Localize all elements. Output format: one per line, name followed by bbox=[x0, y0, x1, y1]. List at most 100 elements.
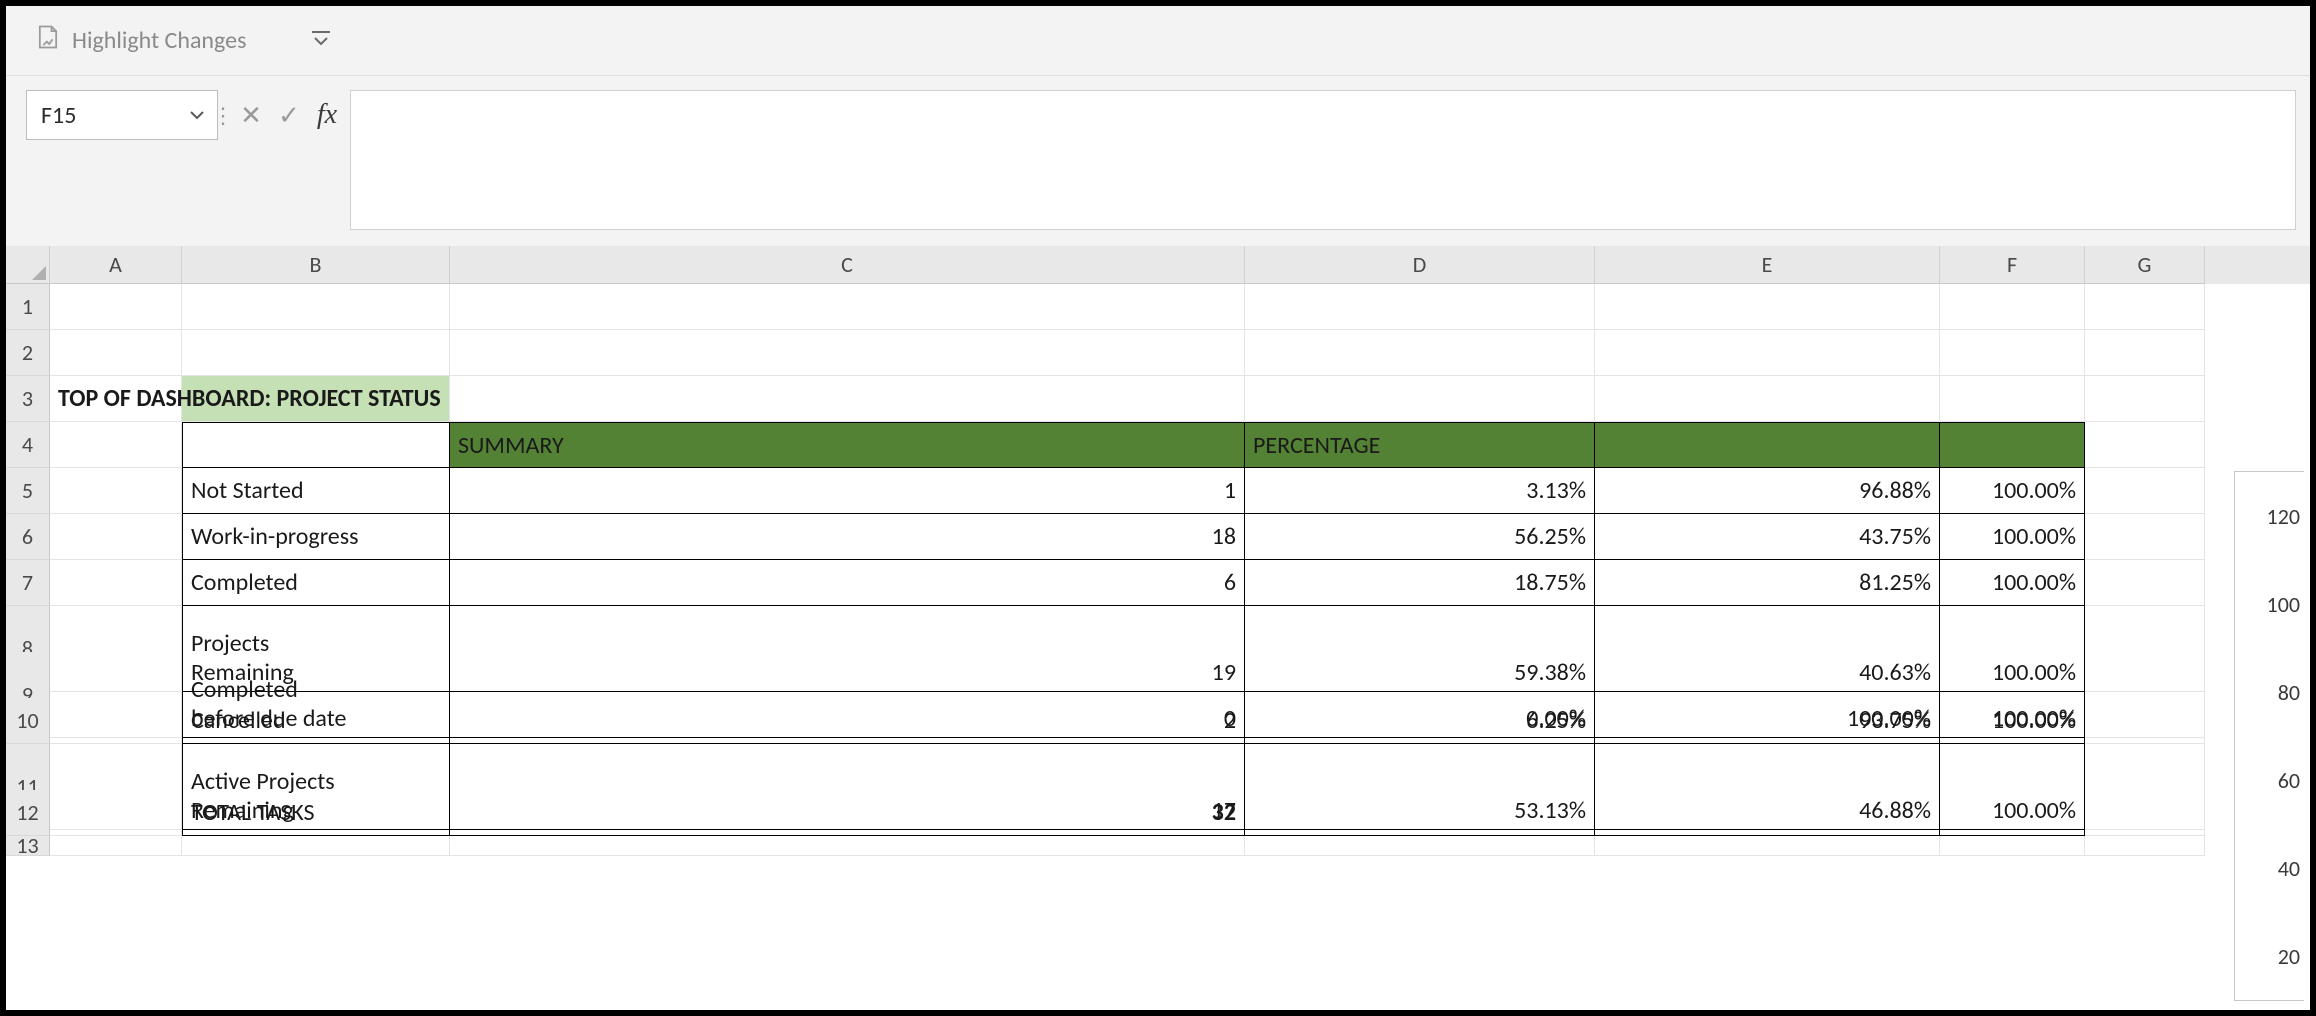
highlight-changes-button[interactable]: Highlight Changes bbox=[34, 23, 246, 58]
status-label[interactable]: Cancelled bbox=[182, 698, 450, 744]
cell-E4[interactable] bbox=[1595, 422, 1940, 468]
row-header[interactable]: 1 bbox=[6, 284, 50, 330]
cell-A3[interactable]: TOP OF DASHBOARD: PROJECT STATUS bbox=[50, 376, 182, 422]
cell[interactable] bbox=[450, 836, 1245, 856]
row-header[interactable]: 3 bbox=[6, 376, 50, 422]
cell-B4[interactable] bbox=[182, 422, 450, 468]
cell[interactable] bbox=[2085, 698, 2205, 744]
row-header[interactable]: 2 bbox=[6, 330, 50, 376]
cell[interactable] bbox=[1245, 284, 1595, 330]
cell[interactable] bbox=[1940, 284, 2085, 330]
row-header[interactable]: 13 bbox=[6, 836, 50, 856]
cell[interactable] bbox=[50, 560, 182, 606]
cell[interactable] bbox=[2085, 468, 2205, 514]
cell-C4[interactable]: SUMMARY bbox=[450, 422, 1245, 468]
status-tot[interactable]: 100.00% bbox=[1940, 560, 2085, 606]
cell[interactable] bbox=[2085, 790, 2205, 836]
cell[interactable] bbox=[50, 790, 182, 836]
cell[interactable] bbox=[1940, 330, 2085, 376]
cell[interactable] bbox=[1595, 330, 1940, 376]
status-pct[interactable]: 6.25% bbox=[1245, 698, 1595, 744]
accept-formula-button[interactable]: ✓ bbox=[272, 94, 306, 136]
row-header[interactable]: 5 bbox=[6, 468, 50, 514]
status-pct[interactable]: 18.75% bbox=[1245, 560, 1595, 606]
col-header-D[interactable]: D bbox=[1245, 246, 1595, 284]
cell-F4[interactable] bbox=[1940, 422, 2085, 468]
cell[interactable] bbox=[1245, 836, 1595, 856]
status-rem[interactable]: 43.75% bbox=[1595, 514, 1940, 560]
status-tot[interactable]: 100.00% bbox=[1940, 514, 2085, 560]
chart-axis-fragment: 12010080604020 bbox=[2234, 471, 2304, 1001]
cell[interactable] bbox=[2085, 376, 2205, 422]
cell[interactable] bbox=[1245, 330, 1595, 376]
formula-input[interactable] bbox=[350, 90, 2296, 230]
cell[interactable] bbox=[50, 468, 182, 514]
cell[interactable] bbox=[1595, 284, 1940, 330]
cell[interactable] bbox=[1595, 836, 1940, 856]
cell[interactable] bbox=[1245, 790, 1595, 836]
cell[interactable] bbox=[50, 330, 182, 376]
cell[interactable] bbox=[450, 376, 1245, 422]
name-box-dropdown[interactable] bbox=[189, 104, 205, 126]
col-header-F[interactable]: F bbox=[1940, 246, 2085, 284]
cell[interactable] bbox=[2085, 514, 2205, 560]
total-count[interactable]: 32 bbox=[450, 790, 1245, 836]
status-label[interactable]: Not Started bbox=[182, 468, 450, 514]
name-box[interactable]: F15 bbox=[26, 90, 218, 140]
cell[interactable] bbox=[1595, 790, 1940, 836]
status-pct[interactable]: 56.25% bbox=[1245, 514, 1595, 560]
status-tot[interactable]: 100.00% bbox=[1940, 698, 2085, 744]
cell[interactable] bbox=[2085, 284, 2205, 330]
status-pct[interactable]: 3.13% bbox=[1245, 468, 1595, 514]
formula-separator: ⋮ bbox=[218, 90, 228, 140]
row-header[interactable]: 4 bbox=[6, 422, 50, 468]
col-header-G[interactable]: G bbox=[2085, 246, 2205, 284]
select-all-button[interactable] bbox=[6, 246, 50, 284]
status-label[interactable]: Work-in-progress bbox=[182, 514, 450, 560]
cell[interactable] bbox=[50, 698, 182, 744]
cell-D4[interactable]: PERCENTAGE bbox=[1245, 422, 1595, 468]
status-count[interactable]: 2 bbox=[450, 698, 1245, 744]
status-label[interactable]: Completed bbox=[182, 560, 450, 606]
status-count[interactable]: 6 bbox=[450, 560, 1245, 606]
formula-bar-row: F15 ⋮ ✕ ✓ fx bbox=[6, 76, 2310, 246]
row-header[interactable]: 7 bbox=[6, 560, 50, 606]
row-header[interactable]: 12 bbox=[6, 790, 50, 836]
status-rem[interactable]: 93.75% bbox=[1595, 698, 1940, 744]
status-tot[interactable]: 100.00% bbox=[1940, 468, 2085, 514]
col-header-C[interactable]: C bbox=[450, 246, 1245, 284]
cell-G4[interactable] bbox=[2085, 422, 2205, 468]
status-count[interactable]: 18 bbox=[450, 514, 1245, 560]
cell[interactable] bbox=[50, 836, 182, 856]
cell[interactable] bbox=[2085, 560, 2205, 606]
cell[interactable] bbox=[1595, 376, 1940, 422]
cell[interactable] bbox=[2085, 330, 2205, 376]
cell[interactable] bbox=[450, 284, 1245, 330]
status-rem[interactable]: 96.88% bbox=[1595, 468, 1940, 514]
cancel-formula-button[interactable]: ✕ bbox=[234, 94, 268, 136]
insert-function-button[interactable]: fx bbox=[310, 94, 344, 136]
cell-A4[interactable] bbox=[50, 422, 182, 468]
cell[interactable] bbox=[182, 330, 450, 376]
status-rem[interactable]: 81.25% bbox=[1595, 560, 1940, 606]
cell[interactable] bbox=[1940, 376, 2085, 422]
cell[interactable] bbox=[1940, 790, 2085, 836]
col-header-E[interactable]: E bbox=[1595, 246, 1940, 284]
cell[interactable] bbox=[450, 330, 1245, 376]
status-count[interactable]: 1 bbox=[450, 468, 1245, 514]
total-label[interactable]: TOTAL TASKS bbox=[182, 790, 450, 836]
row-header[interactable]: 10 bbox=[6, 698, 50, 744]
cell[interactable] bbox=[50, 514, 182, 560]
cell[interactable] bbox=[182, 836, 450, 856]
cell[interactable] bbox=[2085, 836, 2205, 856]
cell-B3[interactable] bbox=[182, 376, 450, 422]
quick-access-dropdown[interactable] bbox=[304, 27, 338, 55]
col-header-B[interactable]: B bbox=[182, 246, 450, 284]
cell[interactable] bbox=[1940, 836, 2085, 856]
col-header-A[interactable]: A bbox=[50, 246, 182, 284]
cell[interactable] bbox=[1245, 376, 1595, 422]
column-headers: A B C D E F G bbox=[6, 246, 2310, 284]
row-header[interactable]: 6 bbox=[6, 514, 50, 560]
cell[interactable] bbox=[50, 284, 182, 330]
cell[interactable] bbox=[182, 284, 450, 330]
